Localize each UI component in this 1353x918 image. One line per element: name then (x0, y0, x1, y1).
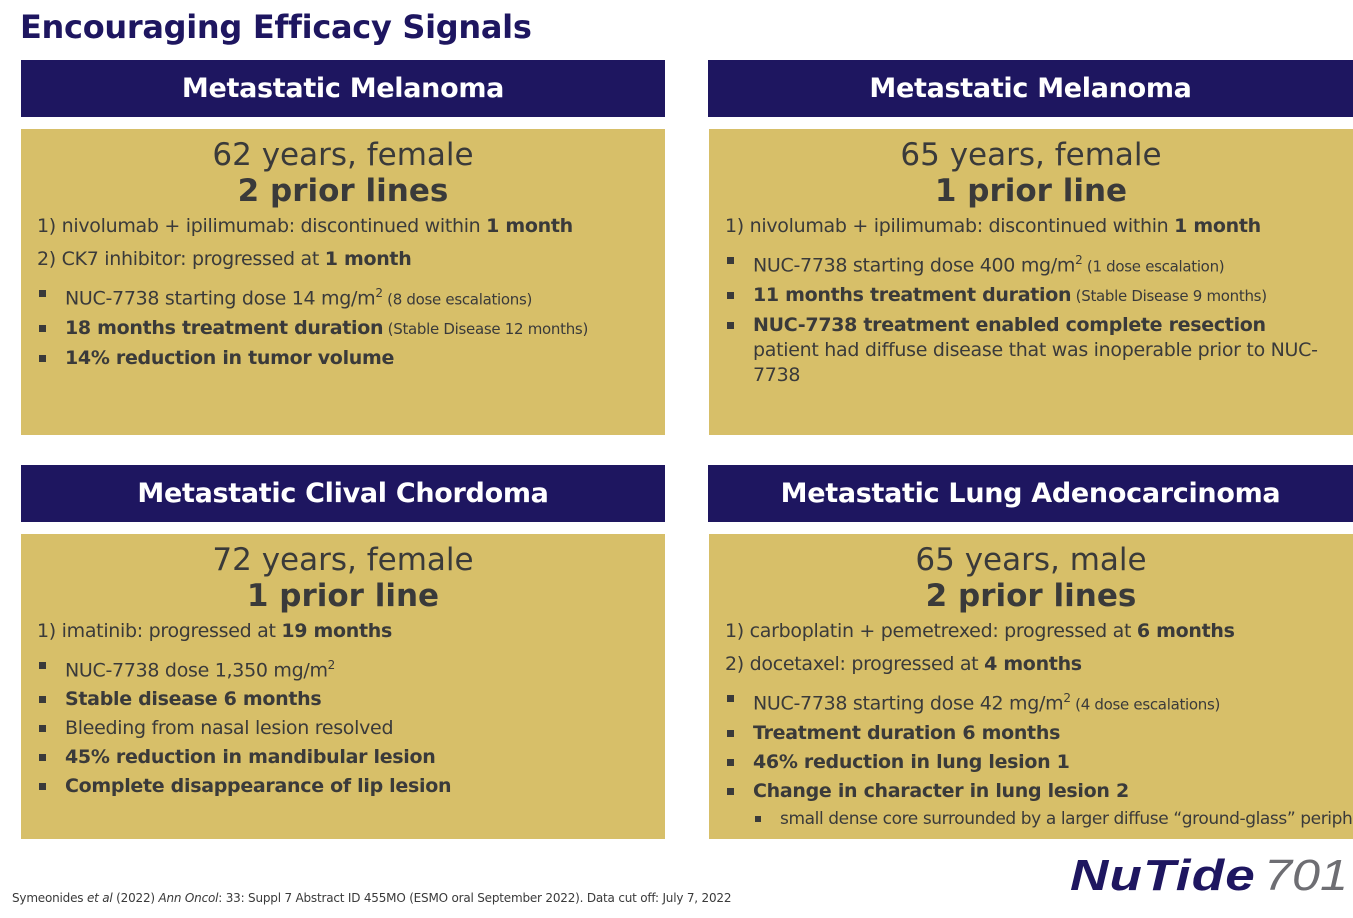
history-item: 1) nivolumab + ipilimumab: discontinued … (725, 215, 1261, 237)
history-item: 1) imatinib: progressed at 19 months (37, 620, 393, 642)
treatment-history: 1) nivolumab + ipilimumab: discontinued … (37, 215, 649, 270)
patient-card: 65 years, female 1 prior line 1) nivolum… (709, 129, 1353, 435)
prior-lines: 1 prior line (934, 173, 1128, 209)
panel-header: Metastatic Lung Adenocarcinoma (708, 465, 1353, 522)
history-item: 2) docetaxel: progressed at 4 months (725, 653, 1082, 675)
outcome-bullet: NUC-7738 dose 1,350 mg/m2 (37, 653, 649, 683)
patient-demographics: 65 years, male (915, 542, 1147, 578)
outcome-list: NUC-7738 dose 1,350 mg/m2 Stable disease… (37, 653, 649, 799)
patient-card: 72 years, female 1 prior line 1) imatini… (21, 534, 665, 839)
outcome-bullet: Complete disappearance of lip lesion (37, 774, 649, 799)
panel-header: Metastatic Melanoma (708, 60, 1353, 117)
prior-lines: 2 prior lines (237, 173, 449, 209)
outcome-list: NUC-7738 starting dose 14 mg/m2 (8 dose … (37, 281, 649, 371)
history-item: 2) CK7 inhibitor: progressed at 1 month (37, 248, 412, 270)
outcome-bullet: NUC-7738 starting dose 14 mg/m2 (8 dose … (37, 281, 649, 312)
outcome-list: NUC-7738 starting dose 400 mg/m2 (1 dose… (725, 248, 1337, 388)
outcome-bullet: NUC-7738 starting dose 42 mg/m2 (4 dose … (725, 686, 1337, 717)
nutide-701-logo: NuTide 701 (1070, 851, 1348, 898)
outcome-bullet: 11 months treatment duration (Stable Dis… (725, 283, 1337, 309)
citation-footnote: Symeonides et al (2022) Ann Oncol: 33: S… (12, 891, 732, 905)
patient-demographics: 72 years, female (212, 542, 474, 578)
treatment-history: 1) carboplatin + pemetrexed: progressed … (725, 620, 1337, 675)
prior-lines: 1 prior line (246, 578, 440, 614)
panel-header: Metastatic Melanoma (21, 60, 665, 117)
outcome-bullet: Change in character in lung lesion 2 (725, 779, 1337, 804)
history-item: 1) carboplatin + pemetrexed: progressed … (725, 620, 1235, 642)
panel-header: Metastatic Clival Chordoma (21, 465, 665, 522)
prior-lines: 2 prior lines (925, 578, 1137, 614)
outcome-bullet: Stable disease 6 months (37, 687, 649, 712)
outcome-bullet: 45% reduction in mandibular lesion (37, 745, 649, 770)
patient-demographics: 62 years, female (212, 137, 474, 173)
logo-number: 701 (1264, 851, 1348, 898)
outcome-bullet: NUC-7738 treatment enabled complete rese… (725, 313, 1337, 388)
outcome-sub-bullet: small dense core surrounded by a larger … (725, 808, 1353, 830)
history-item: 1) nivolumab + ipilimumab: discontinued … (37, 215, 573, 237)
outcome-list: NUC-7738 starting dose 42 mg/m2 (4 dose … (725, 686, 1337, 804)
treatment-history: 1) nivolumab + ipilimumab: discontinued … (725, 215, 1337, 237)
patient-card: 62 years, female 2 prior lines 1) nivolu… (21, 129, 665, 435)
outcome-bullet: 46% reduction in lung lesion 1 (725, 750, 1337, 775)
outcome-bullet: 18 months treatment duration (Stable Dis… (37, 316, 649, 342)
outcome-bullet: Bleeding from nasal lesion resolved (37, 716, 649, 741)
logo-wordmark: NuTide (1070, 851, 1256, 898)
treatment-history: 1) imatinib: progressed at 19 months (37, 620, 649, 642)
patient-card: 65 years, male 2 prior lines 1) carbopla… (709, 534, 1353, 839)
slide-title: Encouraging Efficacy Signals (20, 8, 532, 46)
patient-demographics: 65 years, female (900, 137, 1162, 173)
outcome-bullet: NUC-7738 starting dose 400 mg/m2 (1 dose… (725, 248, 1337, 279)
outcome-bullet: 14% reduction in tumor volume (37, 346, 649, 371)
outcome-bullet: Treatment duration 6 months (725, 721, 1337, 746)
